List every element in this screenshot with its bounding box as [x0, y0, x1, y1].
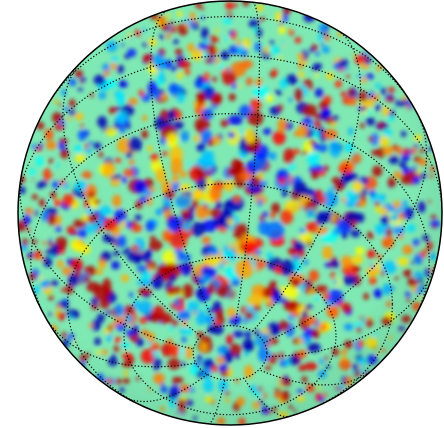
field-shade: [18, 1, 442, 425]
sphere-plot: [0, 0, 444, 428]
page: (() => { const data = JSON.parse(documen…: [0, 0, 444, 428]
